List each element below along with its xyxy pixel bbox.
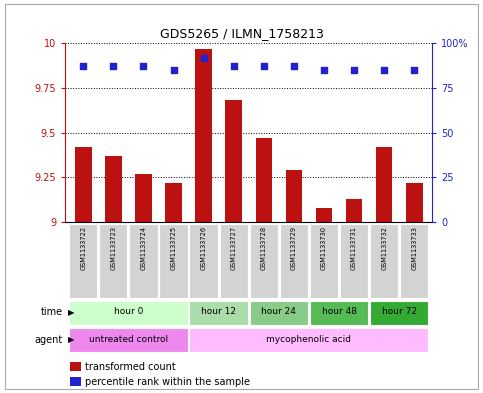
Bar — [406, 183, 423, 222]
Point — [350, 67, 358, 73]
Bar — [189, 301, 248, 325]
Bar — [256, 138, 272, 222]
Bar — [105, 156, 122, 222]
Text: GSM1133731: GSM1133731 — [351, 226, 357, 270]
Bar — [400, 224, 428, 298]
Text: hour 0: hour 0 — [114, 307, 143, 316]
Point — [290, 63, 298, 70]
Text: untreated control: untreated control — [89, 335, 168, 344]
Text: hour 12: hour 12 — [201, 307, 236, 316]
Bar — [129, 224, 157, 298]
Text: agent: agent — [35, 335, 63, 345]
Bar — [370, 224, 398, 298]
Bar — [195, 49, 212, 222]
Text: ▶: ▶ — [68, 336, 74, 344]
Bar — [250, 224, 278, 298]
Text: GSM1133724: GSM1133724 — [141, 226, 146, 270]
Text: GSM1133727: GSM1133727 — [231, 226, 237, 270]
Bar — [159, 224, 188, 298]
Text: GSM1133733: GSM1133733 — [411, 226, 417, 270]
Text: GSM1133723: GSM1133723 — [110, 226, 116, 270]
Bar — [69, 301, 188, 325]
Point — [200, 54, 208, 61]
Bar — [220, 224, 248, 298]
Text: GDS5265 / ILMN_1758213: GDS5265 / ILMN_1758213 — [159, 27, 324, 40]
Text: GSM1133722: GSM1133722 — [80, 226, 86, 270]
Point — [140, 63, 147, 70]
Bar — [376, 147, 392, 222]
Point — [110, 63, 117, 70]
Bar — [340, 224, 368, 298]
Text: GSM1133725: GSM1133725 — [170, 226, 176, 270]
Bar — [189, 224, 218, 298]
Text: GSM1133729: GSM1133729 — [291, 226, 297, 270]
Bar — [226, 101, 242, 222]
Text: hour 72: hour 72 — [382, 307, 417, 316]
Bar — [310, 301, 368, 325]
Text: GSM1133730: GSM1133730 — [321, 226, 327, 270]
Bar — [316, 208, 332, 222]
Text: mycophenolic acid: mycophenolic acid — [267, 335, 352, 344]
Bar — [69, 224, 98, 298]
Text: hour 48: hour 48 — [322, 307, 356, 316]
Text: GSM1133732: GSM1133732 — [381, 226, 387, 270]
Point — [79, 63, 87, 70]
Text: percentile rank within the sample: percentile rank within the sample — [85, 377, 250, 387]
Bar — [99, 224, 128, 298]
Bar — [165, 183, 182, 222]
Bar — [69, 328, 188, 352]
Text: hour 24: hour 24 — [261, 307, 296, 316]
Bar — [346, 199, 362, 222]
Bar — [135, 174, 152, 222]
Bar — [310, 224, 338, 298]
Point — [170, 67, 177, 73]
Bar — [189, 328, 428, 352]
Point — [260, 63, 268, 70]
Point — [380, 67, 388, 73]
Bar — [250, 301, 308, 325]
Bar — [75, 147, 92, 222]
Bar — [370, 301, 428, 325]
Bar — [285, 170, 302, 222]
Text: time: time — [41, 307, 63, 318]
Text: GSM1133726: GSM1133726 — [200, 226, 207, 270]
Text: GSM1133728: GSM1133728 — [261, 226, 267, 270]
Bar — [280, 224, 308, 298]
Point — [320, 67, 328, 73]
Point — [411, 67, 418, 73]
Point — [230, 63, 238, 70]
Text: transformed count: transformed count — [85, 362, 175, 372]
Text: ▶: ▶ — [68, 308, 74, 317]
